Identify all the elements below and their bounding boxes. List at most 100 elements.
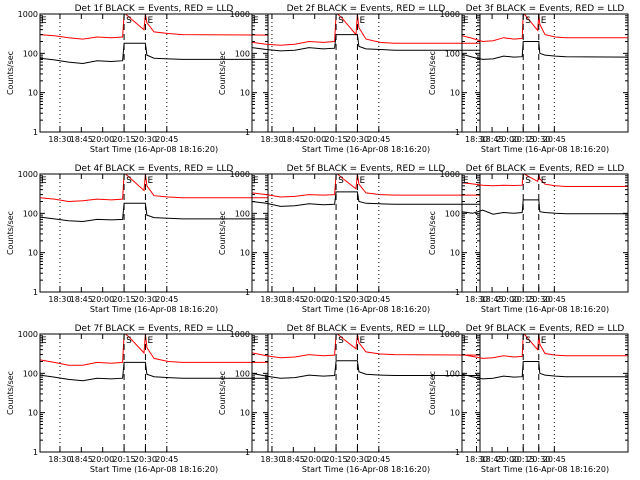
x-tick-label: 20:30 [527,455,550,464]
x-tick-label: 20:15 [325,295,348,304]
y-tick-label: 10 [28,249,38,258]
y-axis-label: Counts/sec [428,51,437,95]
marker-e-label-left: E [463,176,469,186]
y-tick-label: 1000 [440,330,460,339]
x-tick-label: 20:00 [496,135,519,144]
x-tick-label: 18:45 [70,455,93,464]
x-tick-label: 20:15 [512,455,535,464]
series-line-events [251,34,480,52]
y-tick-label: 100 [445,49,460,58]
plot-frame [251,333,481,453]
x-tick-label: 20:15 [325,135,348,144]
x-tick-label: 20:15 [325,455,348,464]
marker-s-label: S [525,336,531,346]
x-tick-label: 20:45 [155,455,178,464]
x-tick-label: 20:45 [543,295,566,304]
marker-e-label-left: E [253,176,259,186]
y-tick-label: 10 [28,89,38,98]
panel-det-8: Det 8f BLACK = Events, RED = LLD S E E 1 10 10… [218,324,481,474]
y-tick-label: 1000 [230,10,250,19]
panel-det-1: Det 1f BLACK = Events, RED = LLD S E E 1 10 10… [6,4,269,154]
panel-det-7: Det 7f BLACK = Events, RED = LLD S E E 1 10 10… [6,324,269,474]
series-line-events [251,191,480,207]
x-tick-label: 20:15 [512,135,535,144]
y-tick-label: 100 [23,369,38,378]
x-tick-label: 20:15 [113,295,136,304]
series-line-events [39,361,268,382]
x-tick-label: 20:30 [134,295,157,304]
x-tick-label: 20:15 [113,455,136,464]
marker-e-label: E [147,336,153,346]
x-axis-label: Start Time (16-Apr-08 18:16:20) [481,465,609,474]
y-axis-label: Counts/sec [428,371,437,415]
y-tick-label: 100 [445,369,460,378]
x-tick-label: 20:00 [496,295,519,304]
y-tick-label: 1000 [18,10,38,19]
marker-e-label-left: E [41,16,47,26]
x-tick-label: 20:30 [527,295,550,304]
x-tick-label: 18:30 [465,455,488,464]
panel-title: Det 6f BLACK = Events, RED = LLD [466,164,625,174]
x-tick-label: 20:30 [346,455,369,464]
x-tick-label: 20:00 [303,295,326,304]
plot-frame [461,13,629,133]
panel-title: Det 8f BLACK = Events, RED = LLD [287,324,446,334]
series-line-events [461,361,628,380]
marker-e-label: E [541,176,547,186]
x-axis-label: Start Time (16-Apr-08 18:16:20) [481,305,609,314]
y-tick-label: 1 [245,128,250,137]
panel-title: Det 3f BLACK = Events, RED = LLD [466,4,625,14]
plot-frame [39,13,269,133]
x-tick-label: 20:45 [155,295,178,304]
y-tick-label: 100 [235,209,250,218]
panel-det-2: Det 2f BLACK = Events, RED = LLD S E E 1 10 10… [218,4,481,154]
y-tick-label: 1 [33,288,38,297]
x-axis-label: Start Time (16-Apr-08 18:16:20) [302,305,430,314]
marker-s-label: S [338,16,344,26]
panel-title: Det 5f BLACK = Events, RED = LLD [287,164,446,174]
plot-frame [251,13,481,133]
x-axis-label: Start Time (16-Apr-08 18:16:20) [481,145,609,154]
x-tick-label: 18:30 [465,135,488,144]
marker-e-label-left: E [463,336,469,346]
x-axis-label: Start Time (16-Apr-08 18:16:20) [90,145,218,154]
y-tick-label: 100 [23,49,38,58]
x-tick-label: 20:45 [367,135,390,144]
y-tick-label: 10 [240,409,250,418]
x-tick-label: 20:00 [496,455,519,464]
x-axis-label: Start Time (16-Apr-08 18:16:20) [302,145,430,154]
marker-e-label: E [541,336,547,346]
x-tick-label: 20:45 [543,455,566,464]
x-tick-label: 18:30 [48,295,71,304]
y-tick-label: 1 [33,128,38,137]
panel-det-5: Det 5f BLACK = Events, RED = LLD S E E 1 10 10… [218,164,481,314]
marker-e-label: E [147,16,153,26]
y-tick-label: 100 [235,369,250,378]
x-tick-label: 18:45 [70,135,93,144]
x-axis-label: Start Time (16-Apr-08 18:16:20) [302,465,430,474]
marker-s-label: S [126,16,132,26]
y-tick-label: 1000 [18,170,38,179]
y-tick-label: 100 [23,209,38,218]
x-tick-label: 20:45 [155,135,178,144]
x-tick-label: 20:30 [346,295,369,304]
plot-frame [39,333,269,453]
x-axis-label: Start Time (16-Apr-08 18:16:20) [90,305,218,314]
y-tick-label: 1000 [230,330,250,339]
y-tick-label: 1 [245,288,250,297]
x-tick-label: 18:45 [481,295,504,304]
series-line-events [251,360,480,379]
panel-det-4: Det 4f BLACK = Events, RED = LLD S E E 1 10 10… [6,164,269,314]
marker-s-label: S [338,176,344,186]
marker-e-label: E [359,16,365,26]
y-axis-label: Counts/sec [6,211,15,255]
marker-e-label-left: E [41,336,47,346]
marker-s-label: S [126,176,132,186]
marker-s-label: S [338,336,344,346]
marker-s-label: S [126,336,132,346]
y-tick-label: 100 [445,209,460,218]
